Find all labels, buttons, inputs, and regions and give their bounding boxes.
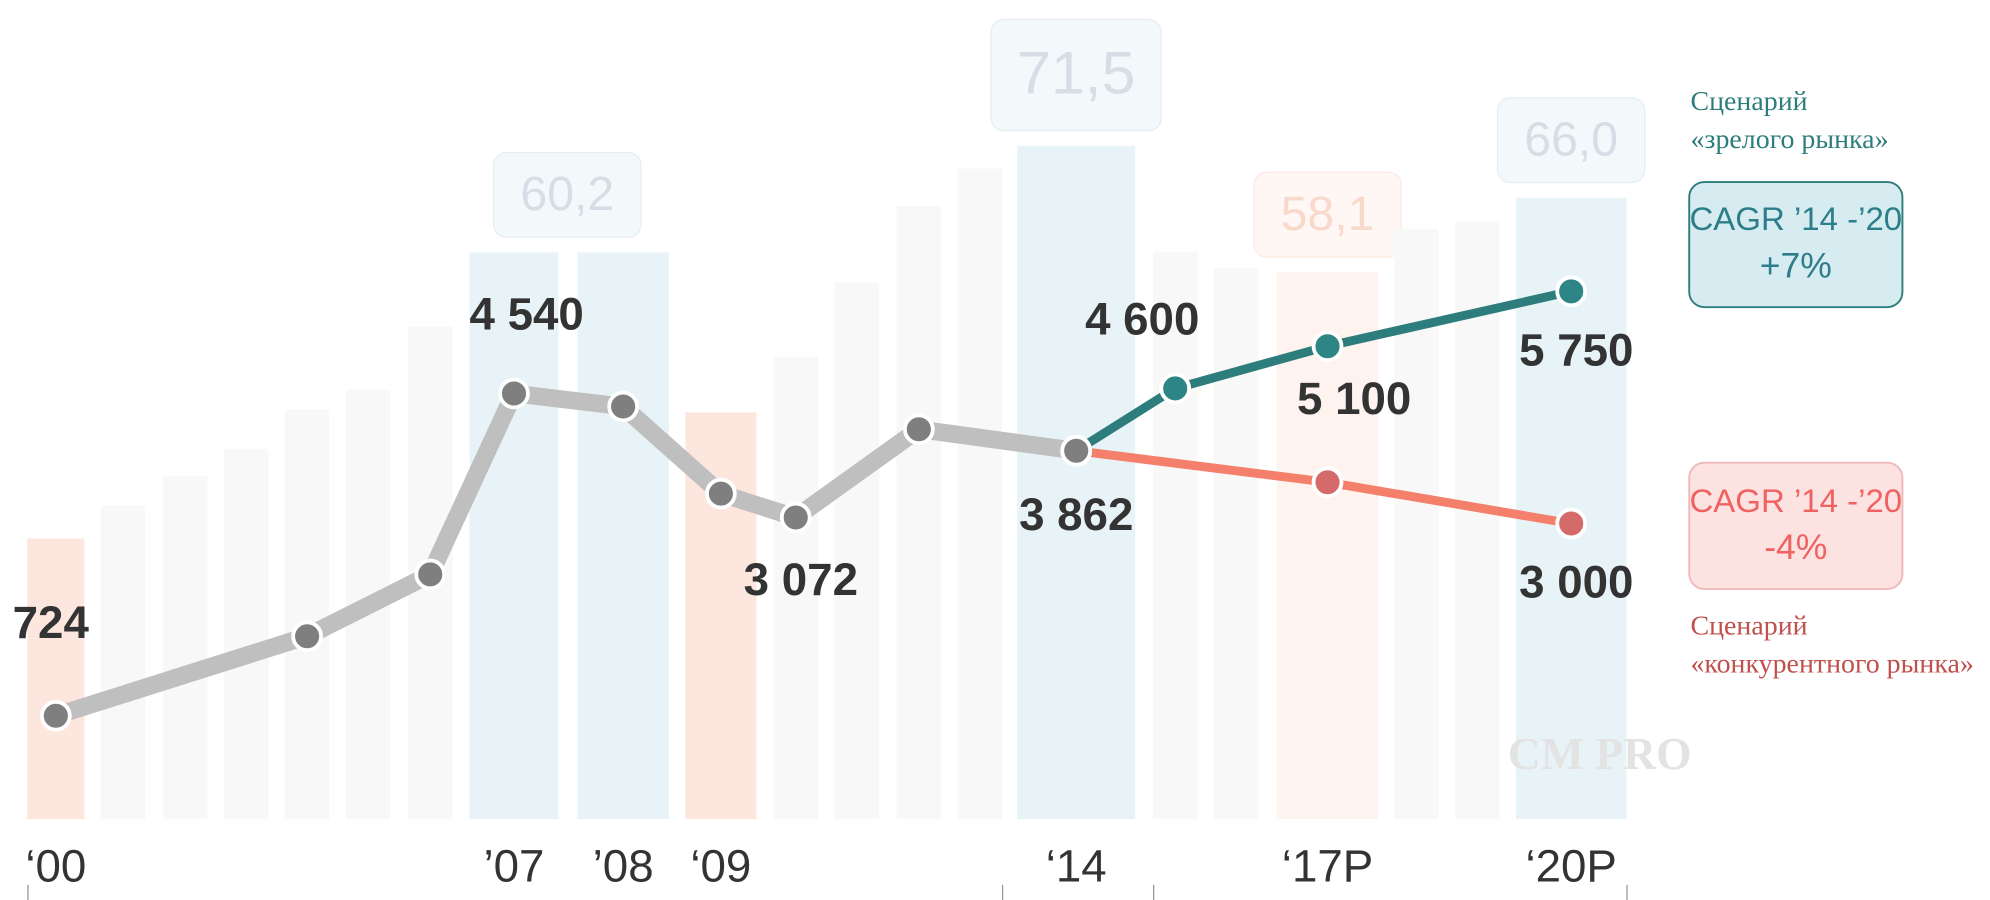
bar xyxy=(1017,145,1136,820)
bar xyxy=(27,538,85,820)
value-label: 3 072 xyxy=(744,554,858,605)
x-tick-label: ‘09 xyxy=(690,841,751,892)
watermark: CM PRO xyxy=(1508,728,1692,779)
bar-value-label: 66,0 xyxy=(1524,113,1618,167)
point xyxy=(1555,275,1588,308)
value-label-box xyxy=(990,18,1162,132)
point xyxy=(705,477,737,510)
point xyxy=(902,413,935,446)
x-tick-label: ‘20P xyxy=(1525,841,1616,892)
point xyxy=(498,377,530,410)
value-label-box xyxy=(1496,97,1646,184)
point xyxy=(1159,372,1192,405)
bar xyxy=(773,356,818,820)
cagr-value: +7% xyxy=(1760,245,1832,285)
x-tick-label: ‘17P xyxy=(1282,841,1373,892)
value-label: 5 750 xyxy=(1519,324,1633,375)
cagr-label: CAGR ’14 -’20 xyxy=(1689,200,1902,237)
value-label-box xyxy=(1253,171,1402,258)
value-label: 724 xyxy=(13,597,90,648)
line-segment xyxy=(421,384,523,584)
point xyxy=(1060,434,1093,467)
line-segment xyxy=(1170,341,1332,393)
point xyxy=(1311,466,1344,499)
bar-value-label: 58,1 xyxy=(1281,187,1375,241)
bar xyxy=(1394,228,1439,820)
x-tick-label: ‘00 xyxy=(25,841,86,892)
bar xyxy=(577,252,669,820)
scenario-title: «зрелого рынка» xyxy=(1690,124,1888,155)
line-segment xyxy=(614,397,730,503)
value-label-box xyxy=(493,151,642,238)
x-tick-label: ‘14 xyxy=(1046,841,1107,892)
point xyxy=(39,699,72,732)
cagr-box xyxy=(1688,181,1904,309)
cagr-label: CAGR ’14 -’20 xyxy=(1689,482,1902,519)
bar xyxy=(469,252,559,820)
line-segment xyxy=(1071,384,1180,456)
bar xyxy=(1276,272,1379,820)
line-segment xyxy=(909,420,1086,460)
value-label: 3 000 xyxy=(1519,557,1633,608)
line-segment xyxy=(786,420,928,527)
bar xyxy=(896,206,942,820)
scenario-title: Сценарий xyxy=(1690,611,1807,642)
cagr-box xyxy=(1688,461,1904,590)
bar xyxy=(1153,251,1198,820)
line-segment xyxy=(505,384,633,416)
bar xyxy=(100,505,146,820)
bar-value-label: 71,5 xyxy=(1017,39,1136,107)
lines: 3 000 4 600 5 100 5 750 724 4 540 3 072 3 862 xyxy=(13,275,1633,732)
bar xyxy=(224,449,269,820)
scenario-title: Сценарий xyxy=(1690,86,1807,117)
point xyxy=(607,390,640,423)
bar xyxy=(284,409,330,820)
value-label: 4 540 xyxy=(470,289,584,340)
bar xyxy=(163,475,208,820)
point xyxy=(291,620,323,652)
value-label: 4 600 xyxy=(1085,294,1199,345)
point xyxy=(414,558,447,591)
bars: ‘00 60,2 ’07 ’08 ‘09 71,5 ‘14 58,1 ‘17P 66,0 ‘20P xyxy=(25,18,1646,892)
line-segment xyxy=(1323,477,1576,528)
bar xyxy=(1455,221,1500,820)
value-label: 3 862 xyxy=(1019,489,1133,540)
line-segment xyxy=(46,627,317,725)
line-segment xyxy=(1071,446,1332,487)
line-segment xyxy=(298,565,440,646)
scenario-title: «конкурентного рынка» xyxy=(1690,649,1973,680)
point xyxy=(1311,330,1344,363)
bar-value-label: 60,2 xyxy=(520,167,614,221)
bar xyxy=(834,282,879,820)
point xyxy=(779,501,812,534)
bar xyxy=(957,168,1002,820)
bar xyxy=(1213,268,1259,820)
point xyxy=(1555,507,1588,540)
x-tick-label: ’07 xyxy=(484,841,545,892)
x-tick-label: ’08 xyxy=(593,841,654,892)
cagr-value: -4% xyxy=(1764,527,1827,567)
line-segment xyxy=(1323,286,1576,351)
value-label: 5 100 xyxy=(1297,373,1411,424)
